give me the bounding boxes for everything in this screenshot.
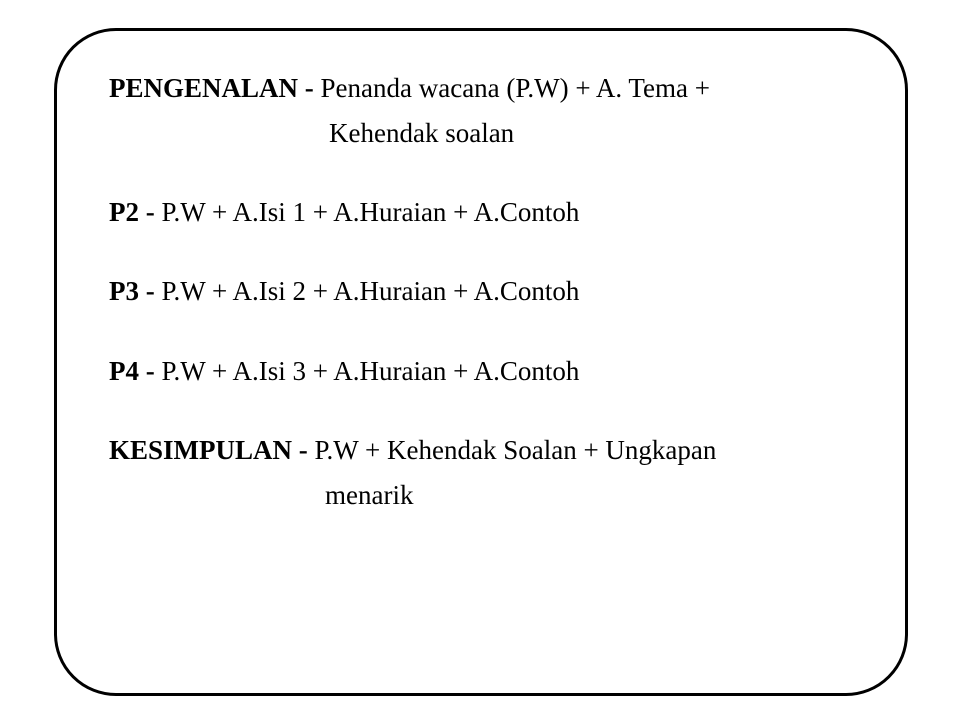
- entry-line-1: PENGENALAN - Penanda wacana (P.W) + A. T…: [109, 69, 857, 108]
- entry-kesimpulan: KESIMPULAN - P.W + Kehendak Soalan + Ung…: [109, 431, 857, 515]
- entry-text: P.W + Kehendak Soalan + Ungkapan: [315, 435, 717, 465]
- entry-label: P3 -: [109, 276, 161, 306]
- entry-line-2: Kehendak soalan: [109, 114, 857, 153]
- entry-p3: P3 - P.W + A.Isi 2 + A.Huraian + A.Conto…: [109, 272, 857, 311]
- content-block: PENGENALAN - Penanda wacana (P.W) + A. T…: [109, 69, 857, 515]
- entry-line-1: KESIMPULAN - P.W + Kehendak Soalan + Ung…: [109, 431, 857, 470]
- entry-p2: P2 - P.W + A.Isi 1 + A.Huraian + A.Conto…: [109, 193, 857, 232]
- entry-label: PENGENALAN -: [109, 73, 321, 103]
- entry-p4: P4 - P.W + A.Isi 3 + A.Huraian + A.Conto…: [109, 352, 857, 391]
- entry-line-1: P4 - P.W + A.Isi 3 + A.Huraian + A.Conto…: [109, 352, 857, 391]
- entry-line-1: P3 - P.W + A.Isi 2 + A.Huraian + A.Conto…: [109, 272, 857, 311]
- entry-line-2: menarik: [109, 476, 857, 515]
- entry-line-1: P2 - P.W + A.Isi 1 + A.Huraian + A.Conto…: [109, 193, 857, 232]
- entry-text: P.W + A.Isi 3 + A.Huraian + A.Contoh: [161, 356, 579, 386]
- rounded-frame: PENGENALAN - Penanda wacana (P.W) + A. T…: [54, 28, 908, 696]
- entry-text: Penanda wacana (P.W) + A. Tema +: [321, 73, 710, 103]
- entry-text: P.W + A.Isi 2 + A.Huraian + A.Contoh: [161, 276, 579, 306]
- entry-pengenalan: PENGENALAN - Penanda wacana (P.W) + A. T…: [109, 69, 857, 153]
- entry-label: P2 -: [109, 197, 161, 227]
- entry-label: KESIMPULAN -: [109, 435, 315, 465]
- entry-text: P.W + A.Isi 1 + A.Huraian + A.Contoh: [161, 197, 579, 227]
- entry-label: P4 -: [109, 356, 161, 386]
